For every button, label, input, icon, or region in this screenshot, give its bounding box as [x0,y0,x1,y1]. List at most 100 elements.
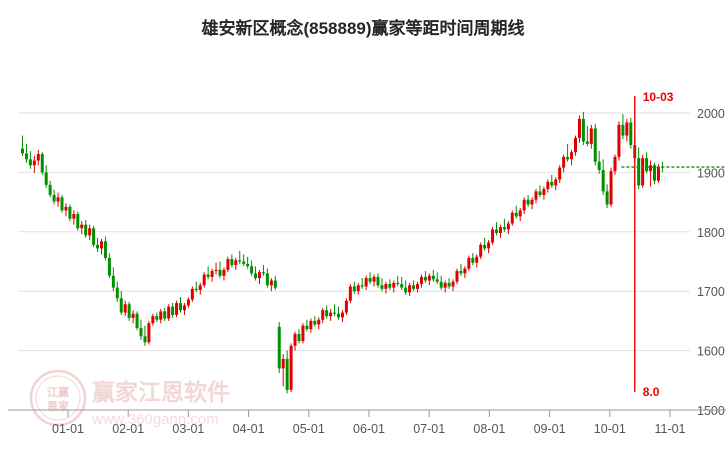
candle-body [364,278,368,287]
candle-body [273,280,277,288]
candlestick [309,318,313,333]
candlestick [111,267,115,292]
candlestick [123,300,127,317]
candle-body [254,273,258,279]
candle-body [522,199,526,211]
candle-body [206,274,210,277]
y-axis-tick-label: 2000 [697,107,725,121]
candle-body [139,328,143,337]
candle-body [581,118,585,142]
candlestick [28,151,32,169]
watermark-url-text: www.360gann.com [91,411,219,428]
candlestick [443,280,447,293]
candlestick [143,325,147,346]
candle-body [459,271,463,274]
candle-body [190,288,194,300]
watermark-seal-line2: 恩家 [47,399,70,413]
candle-body [143,336,147,343]
candlestick [92,225,96,248]
candle-body [653,165,656,181]
candle-body [495,229,498,233]
candle-body [261,272,265,274]
candlestick [103,236,107,261]
candlestick [151,313,155,326]
candle-body [554,179,558,186]
candlestick [159,309,163,324]
candlestick [222,267,226,281]
candlestick [76,211,80,231]
candlestick [261,265,265,276]
candle-body [384,284,388,289]
candlestick [96,237,100,252]
candle-body [467,257,471,269]
candle-body [246,263,250,267]
candle-body [163,311,167,319]
candle-body [321,310,325,320]
candlestick [344,298,348,315]
candle-body [48,184,52,195]
candlestick [72,210,76,225]
candlestick [589,124,593,149]
marker-date-label: 10-03 [643,90,674,104]
candle-body [506,223,510,230]
candle-body [463,268,467,274]
candlestick [182,303,186,315]
candle-body [419,276,423,285]
candlestick [44,165,48,188]
candlestick [321,307,325,324]
candlestick [329,309,333,321]
candlestick [637,147,641,190]
candlestick [364,275,368,291]
candle-body [427,275,431,281]
candle-body [455,271,459,282]
candle-body [293,333,297,346]
candle-body [111,275,115,288]
candle-body [601,170,605,192]
candle-body [159,311,163,320]
candle-body [155,316,159,320]
candlestick [613,154,617,175]
marker-value-label: 8.0 [643,385,660,399]
candlestick [84,219,88,238]
candle-body [546,181,550,190]
candlestick [617,121,621,161]
x-axis-tick-label: 05-01 [293,422,325,436]
candle-body [175,303,179,315]
candle-body [242,261,246,264]
candlestick [24,143,28,163]
candlestick [194,281,198,293]
candle-body [269,280,273,286]
candlestick [550,174,554,188]
candle-body [577,118,581,138]
candlestick [325,305,329,319]
candle-body [479,244,483,257]
candle-body [68,206,72,219]
candle-body [40,153,44,173]
candle-body [451,281,455,287]
x-axis-tick-label: 06-01 [353,422,385,436]
candle-body [597,161,601,171]
candlestick [238,250,242,264]
candle-body [352,286,356,292]
axes: 1500 1600 1700 1800 1900 2000 01-01 02-01 03-01 0… [8,107,726,436]
candlestick [621,114,625,140]
candlestick [285,350,289,394]
candle-body [613,156,617,172]
candlestick [155,312,159,323]
candle-body [396,282,400,285]
candle-body [202,274,206,286]
candlestick [258,269,261,285]
candle-body [408,285,412,293]
candlestick [404,280,408,295]
candlestick [459,263,463,276]
candlestick [653,162,656,185]
candlestick [21,135,24,156]
candle-body [360,285,364,287]
candlestick [56,192,60,207]
candle-body [487,242,491,249]
x-axis-tick-label: 08-01 [473,422,505,436]
candlestick [115,281,119,302]
candle-body [179,303,182,311]
candle-body [656,166,660,181]
